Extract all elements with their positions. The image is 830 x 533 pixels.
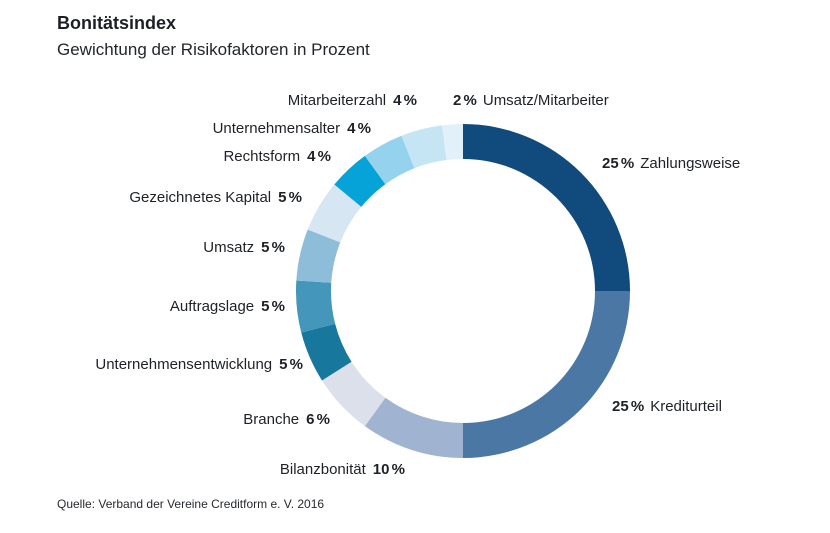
segment-value: 5 % — [261, 298, 285, 315]
donut-segment-5 — [296, 280, 336, 333]
donut-segment-7 — [307, 184, 362, 243]
segment-name: Krediturteil — [650, 398, 722, 415]
segment-name: Bilanzbonität — [279, 461, 366, 478]
segment-label-0: 25 % Zahlungsweise — [602, 154, 740, 174]
segment-value: 6 % — [306, 411, 330, 428]
segment-value: 4 % — [307, 148, 331, 165]
segment-name: Unternehmensalter — [212, 120, 341, 137]
segment-value: 2 % — [453, 92, 477, 109]
source-note: Quelle: Verband der Vereine Creditform e… — [57, 497, 325, 511]
segment-label-4: Unternehmensentwicklung 5 % — [95, 355, 303, 375]
donut-segment-3 — [322, 361, 386, 427]
donut-segment-8 — [334, 155, 386, 207]
donut-segment-10 — [401, 125, 447, 169]
segment-value: 25 % — [602, 155, 635, 172]
segment-name: Umsatz — [203, 239, 255, 256]
segment-label-8: Rechtsform 4 % — [223, 147, 331, 167]
segment-label-5: Auftragslage 5 % — [170, 297, 285, 317]
segment-name: Gezeichnetes Kapital — [129, 189, 272, 206]
segment-name: Umsatz/Mitarbeiter — [482, 92, 609, 109]
donut-segment-4 — [301, 323, 352, 381]
segment-value: 4 % — [393, 92, 417, 109]
segment-value: 4 % — [347, 120, 371, 137]
segment-value: 10 % — [372, 461, 405, 478]
donut-segment-1 — [463, 291, 630, 458]
segment-label-10: Mitarbeiterzahl 4 % — [288, 91, 417, 111]
donut-segment-0 — [463, 124, 630, 291]
segment-name: Rechtsform — [223, 148, 301, 165]
chart-subtitle: Gewichtung der Risikofaktoren in Prozent — [57, 40, 370, 59]
segment-label-3: Branche 6 % — [243, 410, 330, 430]
segment-value: 5 % — [279, 356, 303, 373]
donut-segment-11 — [442, 124, 463, 161]
segment-name: Unternehmensentwicklung — [95, 356, 273, 373]
segment-value: 5 % — [278, 189, 302, 206]
segment-label-1: 25 % Krediturteil — [612, 397, 722, 417]
donut-segment-9 — [364, 135, 415, 185]
segment-label-9: Unternehmensalter 4 % — [213, 119, 371, 139]
chart-title: Bonitätsindex — [57, 13, 177, 33]
segment-label-11: 2 % Umsatz/Mitarbeiter — [453, 91, 609, 111]
donut-segment-6 — [296, 229, 341, 283]
segment-name: Branche — [243, 411, 300, 428]
segment-label-6: Umsatz 5 % — [203, 238, 285, 258]
segment-value: 25 % — [612, 398, 645, 415]
segment-label-2: Bilanzbonität 10 % — [280, 460, 405, 480]
segment-name: Mitarbeiterzahl — [287, 92, 387, 109]
segment-value: 5 % — [261, 239, 285, 256]
segment-label-7: Gezeichnetes Kapital 5 % — [129, 188, 302, 208]
segment-name: Auftragslage — [169, 298, 255, 315]
donut-svg — [296, 124, 630, 458]
donut-segment-2 — [364, 397, 463, 458]
segment-name: Zahlungsweise — [640, 155, 741, 172]
